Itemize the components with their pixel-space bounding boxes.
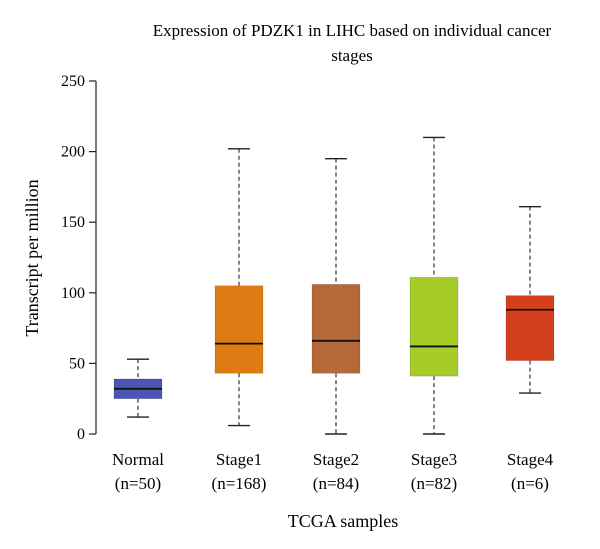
iqr-box-stage3 [409,276,459,377]
y-tick-label-3: 150 [61,214,85,231]
box-series [113,136,555,435]
y-tick-label-4: 200 [61,144,85,161]
x-count-label-stage4: (n=6) [511,474,549,493]
iqr-box-stage1 [214,285,264,374]
x-category-label-normal: Normal [112,450,164,469]
x-category-label-stage2: Stage2 [313,450,359,469]
box-stage3 [409,136,459,435]
iqr-box-stage2 [311,283,361,374]
y-axis-label: Transcript per million [22,179,42,336]
x-count-label-stage2: (n=84) [313,474,359,493]
chart-title-line-1: Expression of PDZK1 in LIHC based on ind… [153,21,552,40]
x-count-label-stage1: (n=168) [212,474,267,493]
y-tick-label-0: 0 [77,426,85,443]
y-tick-label-1: 50 [69,355,85,372]
x-category-label-stage3: Stage3 [411,450,457,469]
y-axis: 0 50 100 150 200 250 [61,73,97,443]
y-tick-label-2: 100 [61,285,85,302]
x-count-label-normal: (n=50) [115,474,161,493]
x-count-label-stage3: (n=82) [411,474,457,493]
x-axis: Normal (n=50) Stage1 (n=168) Stage2 (n=84) Sta… [112,450,554,493]
x-category-label-stage1: Stage1 [216,450,262,469]
box-stage4 [505,205,555,394]
box-stage1 [214,148,264,427]
y-tick-label-5: 250 [61,73,85,90]
iqr-box-stage4 [505,295,555,361]
box-normal [113,358,163,418]
chart-title-line-2: stages [331,46,373,65]
x-axis-label: TCGA samples [288,511,399,531]
box-stage2 [311,157,361,435]
x-category-label-stage4: Stage4 [507,450,554,469]
